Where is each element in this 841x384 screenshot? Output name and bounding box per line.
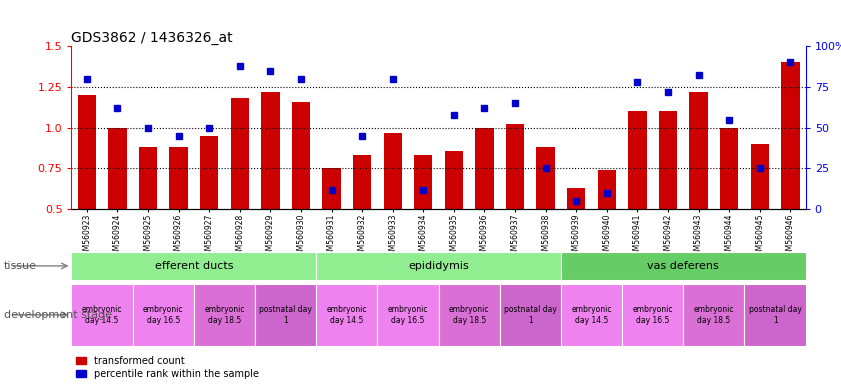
Bar [193, 284, 255, 346]
Bar [720, 127, 738, 209]
Text: vas deferens: vas deferens [648, 261, 719, 271]
Bar [139, 147, 157, 209]
Text: embryonic
day 18.5: embryonic day 18.5 [204, 305, 245, 324]
Bar [77, 95, 96, 209]
Text: embryonic
day 14.5: embryonic day 14.5 [571, 305, 611, 324]
Bar [659, 111, 677, 209]
Bar [537, 147, 555, 209]
Bar [781, 62, 800, 209]
Text: epididymis: epididymis [408, 261, 469, 271]
Text: embryonic
day 14.5: embryonic day 14.5 [326, 305, 367, 324]
Text: embryonic
day 18.5: embryonic day 18.5 [694, 305, 734, 324]
Text: tissue: tissue [4, 261, 37, 271]
Bar [475, 127, 494, 209]
Bar [561, 252, 806, 280]
Bar [628, 111, 647, 209]
Text: embryonic
day 16.5: embryonic day 16.5 [632, 305, 673, 324]
Bar [500, 284, 561, 346]
Bar [322, 169, 341, 209]
Bar [622, 284, 683, 346]
Bar [744, 284, 806, 346]
Bar [71, 284, 133, 346]
Bar [506, 124, 524, 209]
Text: postnatal day
1: postnatal day 1 [259, 305, 312, 324]
Bar [561, 284, 622, 346]
Bar [316, 284, 378, 346]
Bar [690, 92, 708, 209]
Bar [439, 284, 500, 346]
Text: GDS3862 / 1436326_at: GDS3862 / 1436326_at [71, 31, 233, 45]
Text: embryonic
day 16.5: embryonic day 16.5 [388, 305, 428, 324]
Bar [598, 170, 616, 209]
Bar [353, 156, 371, 209]
Bar [378, 284, 439, 346]
Bar [751, 144, 769, 209]
Bar [169, 147, 188, 209]
Bar [230, 98, 249, 209]
Bar [133, 284, 193, 346]
Text: embryonic
day 18.5: embryonic day 18.5 [449, 305, 489, 324]
Bar [108, 127, 126, 209]
Bar [567, 188, 585, 209]
Bar [255, 284, 316, 346]
Text: efferent ducts: efferent ducts [155, 261, 233, 271]
Bar [71, 252, 316, 280]
Bar [414, 156, 432, 209]
Bar [200, 136, 219, 209]
Text: embryonic
day 16.5: embryonic day 16.5 [143, 305, 183, 324]
Legend: transformed count, percentile rank within the sample: transformed count, percentile rank withi… [77, 356, 259, 379]
Bar [316, 252, 561, 280]
Text: postnatal day
1: postnatal day 1 [504, 305, 557, 324]
Bar [445, 151, 463, 209]
Bar [262, 92, 279, 209]
Text: embryonic
day 14.5: embryonic day 14.5 [82, 305, 122, 324]
Bar [383, 132, 402, 209]
Text: development stage: development stage [4, 310, 113, 320]
Bar [292, 101, 310, 209]
Text: postnatal day
1: postnatal day 1 [748, 305, 801, 324]
Bar [683, 284, 744, 346]
